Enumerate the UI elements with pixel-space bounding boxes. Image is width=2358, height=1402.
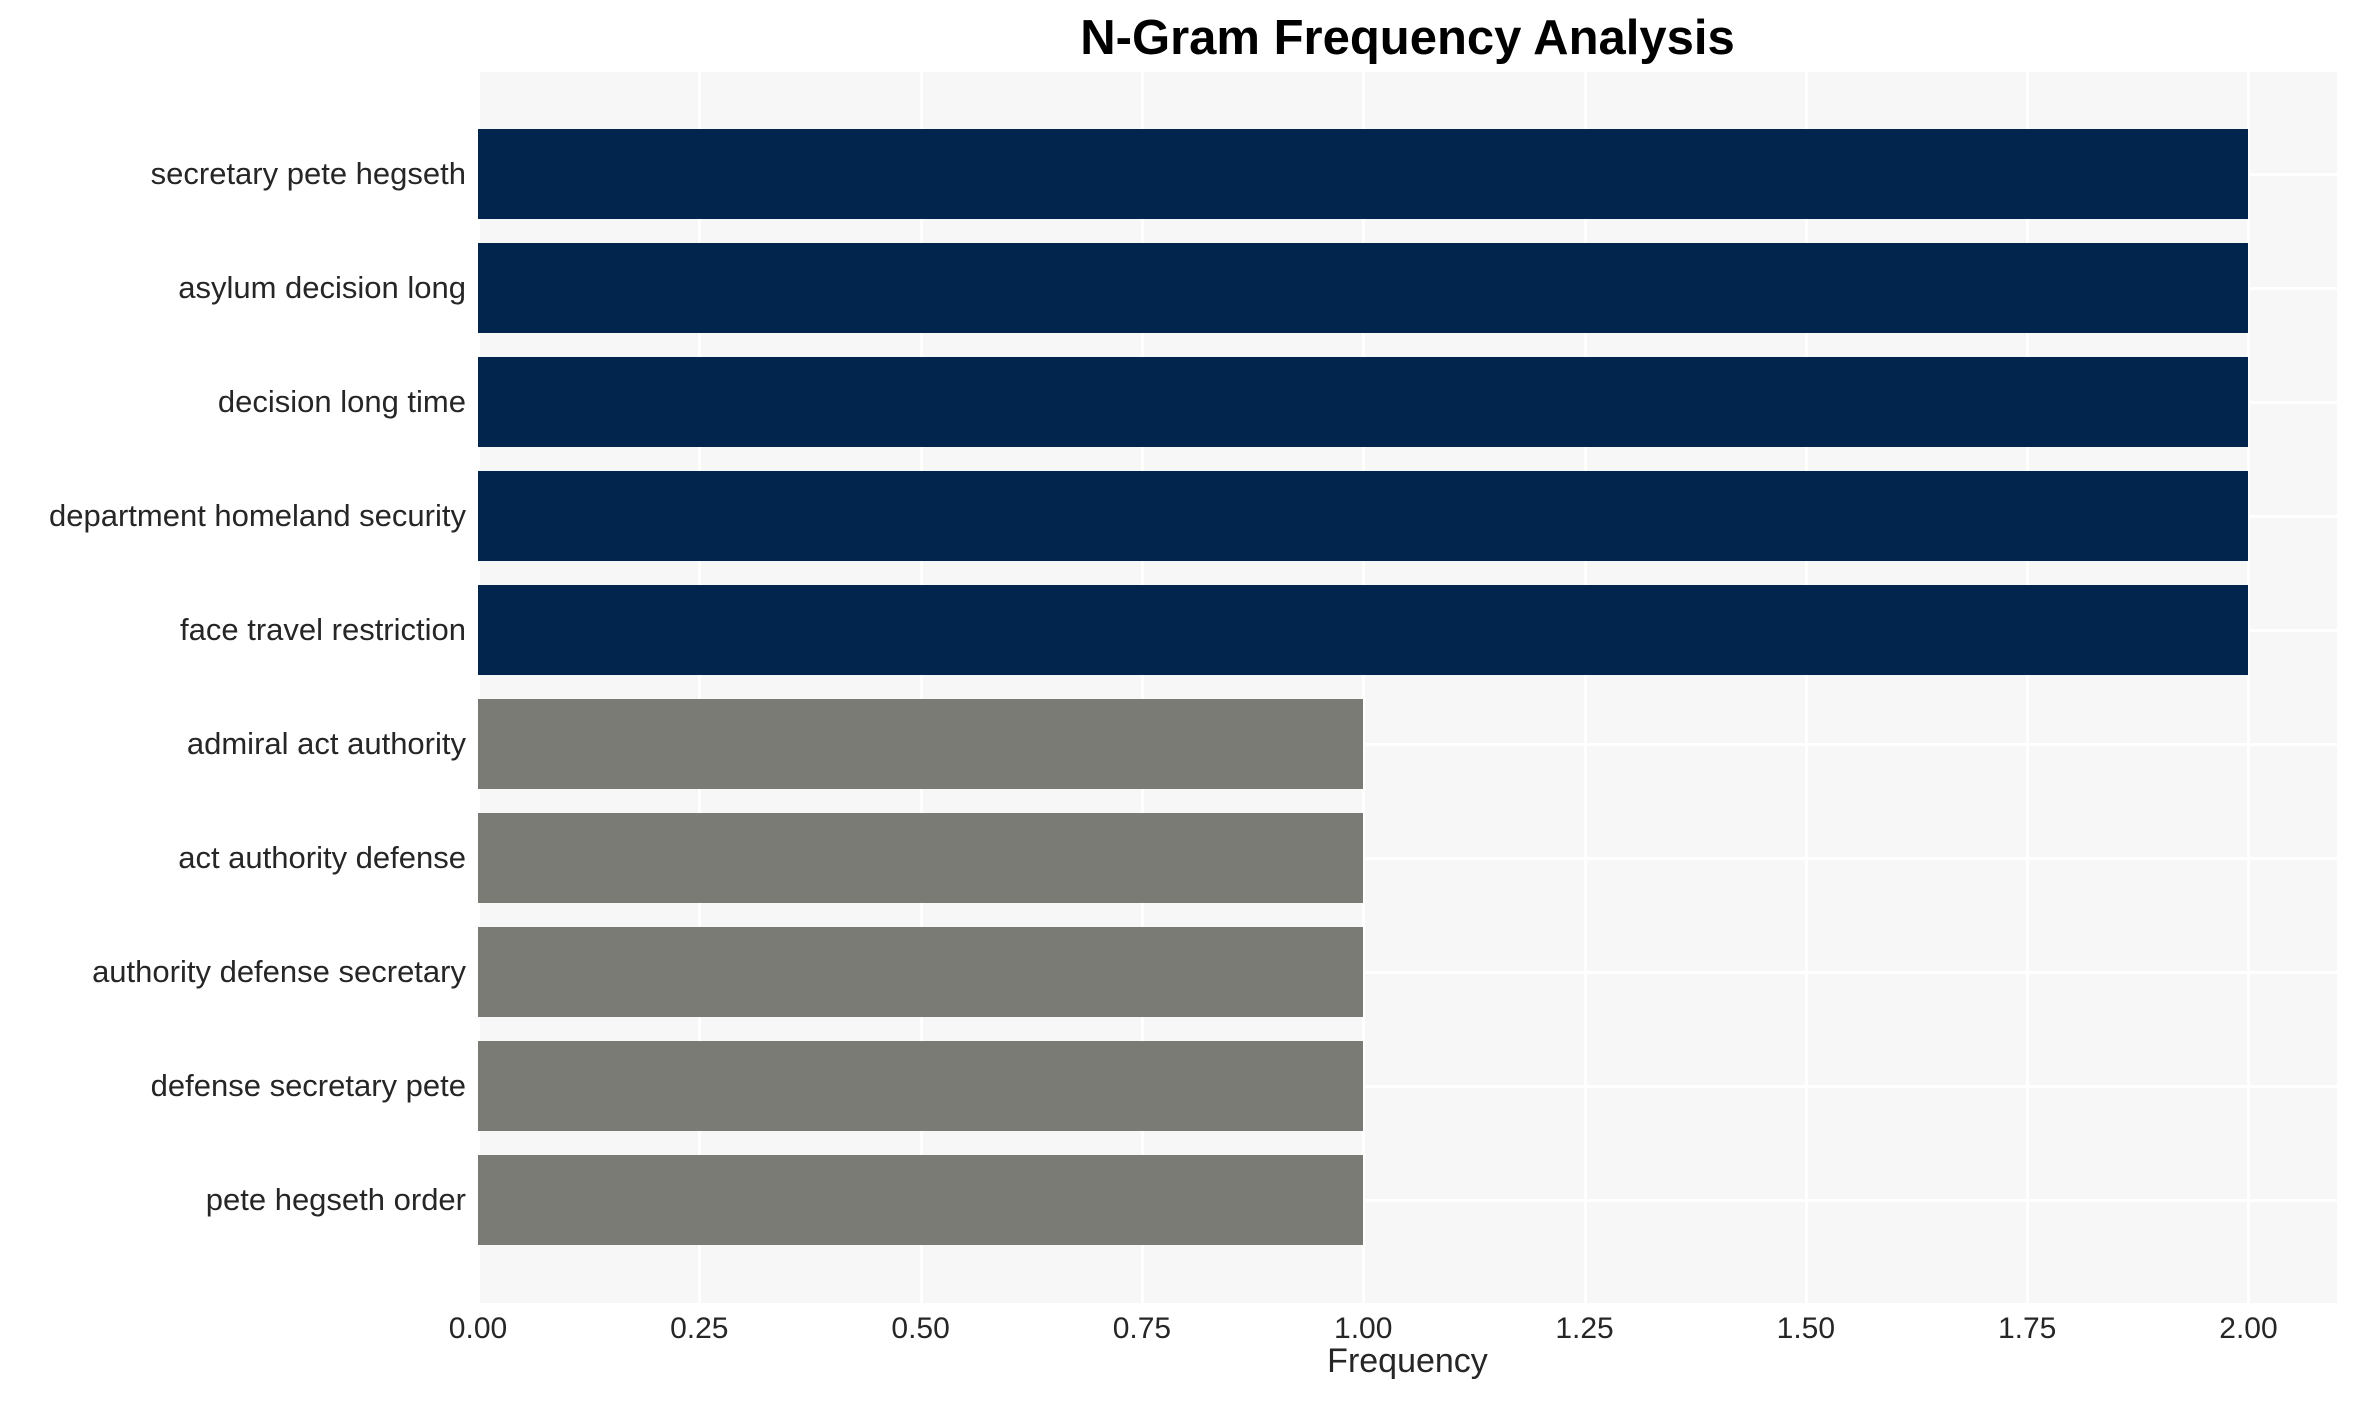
gridline-horizontal <box>478 857 2337 860</box>
gridline-horizontal <box>478 1085 2337 1088</box>
gridline-vertical <box>1362 72 1366 1303</box>
x-tick-label: 0.25 <box>670 1312 729 1345</box>
y-tick-label: pete hegseth order <box>205 1182 466 1217</box>
x-tick-label: 1.00 <box>1334 1312 1393 1345</box>
y-tick-label: authority defense secretary <box>92 954 466 989</box>
bar <box>478 813 1364 903</box>
bar <box>478 1155 1364 1245</box>
bar <box>478 129 2249 219</box>
gridline-vertical <box>698 72 702 1303</box>
bar <box>478 471 2249 561</box>
bar <box>478 585 2249 675</box>
y-tick-label: face travel restriction <box>180 612 466 647</box>
x-tick-label: 0.00 <box>448 1312 508 1345</box>
y-tick-label: admiral act authority <box>186 726 466 761</box>
y-tick-label: defense secretary pete <box>150 1068 466 1103</box>
bar <box>478 927 1364 1017</box>
x-tick-label: 1.75 <box>1997 1312 2057 1345</box>
gridline-vertical <box>1583 72 1587 1303</box>
y-tick-label: decision long time <box>217 384 466 419</box>
x-tick-label: 0.75 <box>1112 1312 1172 1345</box>
x-tick-label: 0.50 <box>891 1312 950 1345</box>
gridline-vertical <box>1804 72 1808 1303</box>
y-tick-label: asylum decision long <box>178 270 466 305</box>
gridline-vertical <box>477 72 480 1303</box>
y-tick-label: act authority defense <box>178 840 466 875</box>
bar <box>478 699 1364 789</box>
gridline-vertical <box>1140 72 1144 1303</box>
y-tick-label: department homeland security <box>48 498 466 533</box>
plot-area <box>477 72 2337 1303</box>
gridline-vertical <box>2026 72 2030 1303</box>
x-tick-label: 1.50 <box>1776 1312 1836 1345</box>
x-tick-label: 1.25 <box>1555 1312 1614 1345</box>
gridline-horizontal <box>478 1199 2337 1202</box>
gridline-vertical <box>2247 72 2251 1303</box>
gridline-horizontal <box>478 743 2337 746</box>
chart-title: N-Gram Frequency Analysis <box>1080 11 1735 65</box>
y-tick-label: secretary pete hegseth <box>150 156 466 191</box>
x-tick-label: 2.00 <box>2219 1312 2278 1345</box>
gridline-vertical <box>919 72 923 1303</box>
bar <box>478 1041 1364 1131</box>
x-axis-title: Frequency <box>1327 1342 1488 1380</box>
bar <box>478 243 2249 333</box>
gridline-horizontal <box>478 971 2337 974</box>
bar <box>478 357 2249 447</box>
